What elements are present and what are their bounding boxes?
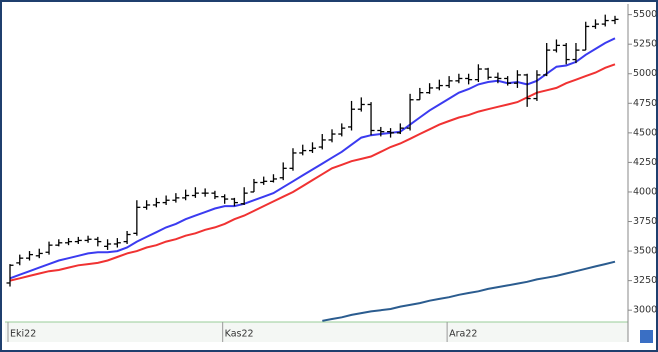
y-tick-label: 3250 [633, 275, 657, 286]
y-tick-label: 5250 [633, 39, 657, 50]
line-series [9, 63, 616, 282]
y-tick-label: 4500 [633, 127, 657, 138]
y-tick-label: 5000 [633, 68, 657, 79]
corner-icon[interactable] [640, 330, 653, 343]
y-tick-label: 4750 [633, 98, 657, 109]
y-tick-label: 3000 [633, 305, 657, 316]
y-tick-label: 4250 [633, 157, 657, 168]
x-tick-label: Ara22 [449, 329, 477, 340]
y-tick-label: 4000 [633, 186, 657, 197]
y-tick-label: 3750 [633, 216, 657, 227]
line-series [322, 260, 616, 322]
y-tick-label: 3500 [633, 246, 657, 257]
y-tick-label: 5500 [633, 9, 657, 20]
x-tick-label: Eki22 [10, 329, 36, 340]
line-series [9, 37, 616, 280]
x-tick-label: Kas22 [225, 329, 254, 340]
x-axis-band [5, 322, 628, 342]
